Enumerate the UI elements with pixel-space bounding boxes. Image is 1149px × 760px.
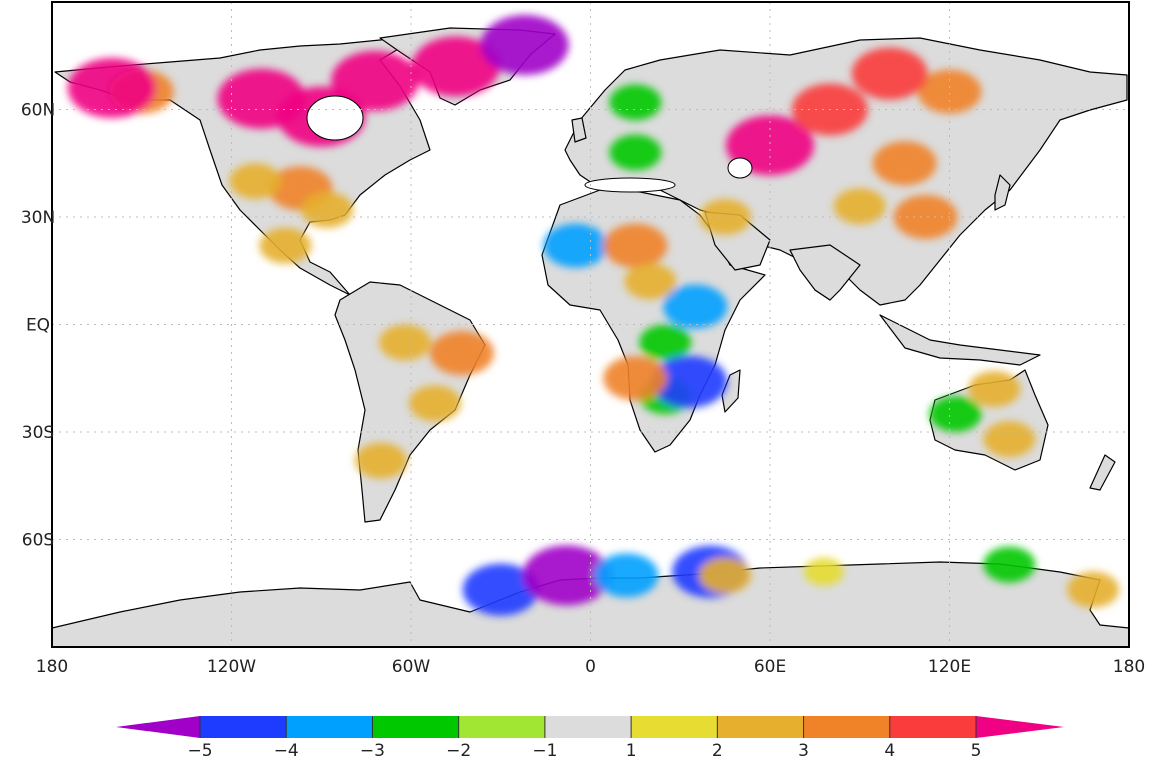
- lon-label-0: 180: [36, 657, 68, 677]
- anomaly-region-4: [872, 141, 937, 186]
- british-isles: [571, 117, 587, 143]
- lon-label-2: 60W: [392, 657, 431, 677]
- lat-label-0: 60N: [21, 101, 55, 121]
- anomaly-region-3: [851, 47, 928, 100]
- lat-label-1: 30N: [21, 208, 55, 228]
- colorbar-label-2: −3: [360, 741, 385, 760]
- anomaly-region-25: [624, 263, 677, 300]
- colorbar-label-0: −5: [187, 741, 212, 760]
- eurasia: [564, 37, 1128, 306]
- anomaly-region-32: [609, 134, 662, 171]
- lon-label-5: 120E: [928, 657, 971, 677]
- colorbar-label-9: 5: [971, 741, 982, 760]
- colorbar-segment-6: [717, 716, 804, 738]
- anomaly-region-38: [594, 553, 659, 598]
- anomaly-region-37: [522, 545, 611, 606]
- colorbar-label-5: 1: [626, 741, 637, 760]
- colorbar-label-6: 2: [712, 741, 723, 760]
- lon-label-1: 120W: [207, 657, 256, 677]
- longitude-labels: 180 120W 60W 0 60E 120E 180: [36, 657, 1145, 677]
- anomaly-region-14: [480, 15, 569, 75]
- anomaly-region-27: [639, 324, 692, 361]
- anomaly-region-41: [803, 557, 844, 586]
- anomaly-region-29: [651, 355, 728, 408]
- anomaly-region-21: [408, 385, 461, 422]
- colorbar-segment-8: [889, 716, 976, 738]
- colorbar: −5 −4 −3 −2 −1 1 2 3 4 5: [116, 716, 1064, 760]
- indonesia: [879, 314, 1041, 366]
- colorbar-segment-4: [544, 716, 632, 738]
- anomaly-region-40: [699, 557, 752, 594]
- latitude-labels: 60N 30N EQ 30S 60S: [21, 101, 55, 551]
- colorbar-segment-3: [458, 716, 545, 738]
- anomaly-region-33: [929, 396, 982, 433]
- lon-label-4: 60E: [754, 657, 786, 677]
- anomaly-region-16: [301, 191, 354, 228]
- anomaly-region-17: [229, 163, 282, 200]
- anomaly-region-13: [411, 36, 500, 97]
- colorbar-segment-7: [803, 716, 890, 738]
- anomaly-region-12: [331, 50, 420, 111]
- graticule: [52, 2, 1129, 647]
- lat-label-2: EQ: [26, 316, 50, 336]
- lon-label-6: 180: [1113, 657, 1145, 677]
- anomaly-region-34: [983, 421, 1036, 458]
- anomaly-region-23: [543, 223, 608, 268]
- anomaly-region-26: [663, 284, 728, 329]
- japan: [994, 174, 1011, 211]
- anomaly-region-35: [968, 371, 1021, 407]
- colorbar-label-4: −1: [532, 741, 557, 760]
- anomaly-field: [67, 15, 1120, 616]
- colorbar-label-1: −4: [274, 741, 299, 760]
- anomaly-region-43: [1067, 571, 1120, 608]
- anomaly-region-18: [259, 227, 312, 264]
- anomaly-region-24: [603, 223, 668, 268]
- new-zealand: [1089, 454, 1116, 491]
- lat-label-4: 60S: [22, 531, 54, 551]
- colorbar-segment-0: [200, 716, 287, 738]
- anomaly-region-6: [893, 195, 958, 239]
- colorbar-segment-1: [286, 716, 373, 738]
- anomaly-region-20: [379, 324, 432, 361]
- anomaly-region-19: [429, 331, 494, 376]
- anomaly-region-42: [983, 546, 1036, 583]
- caspian-sea: [727, 157, 753, 179]
- colorbar-high-arrow: [976, 716, 1064, 738]
- anomaly-region-30: [603, 356, 668, 401]
- mediterranean: [584, 177, 676, 193]
- map-frame: [51, 1, 1130, 648]
- lat-label-3: 30S: [22, 423, 54, 443]
- colorbar-low-arrow: [116, 716, 200, 738]
- lon-label-3: 0: [585, 657, 596, 677]
- colorbar-segment-2: [372, 716, 459, 738]
- colorbar-label-3: −2: [446, 741, 471, 760]
- anomaly-region-9: [67, 58, 156, 118]
- colorbar-label-7: 3: [798, 741, 809, 760]
- hudson-bay: [306, 95, 364, 141]
- anomaly-region-2: [917, 69, 982, 114]
- anomaly-region-5: [833, 188, 886, 225]
- anomaly-region-31: [609, 84, 662, 121]
- colorbar-segment-5: [631, 716, 718, 738]
- colorbar-label-8: 4: [884, 741, 895, 760]
- anomaly-region-36: [462, 563, 539, 616]
- india: [789, 244, 861, 301]
- anomaly-region-22: [355, 442, 408, 479]
